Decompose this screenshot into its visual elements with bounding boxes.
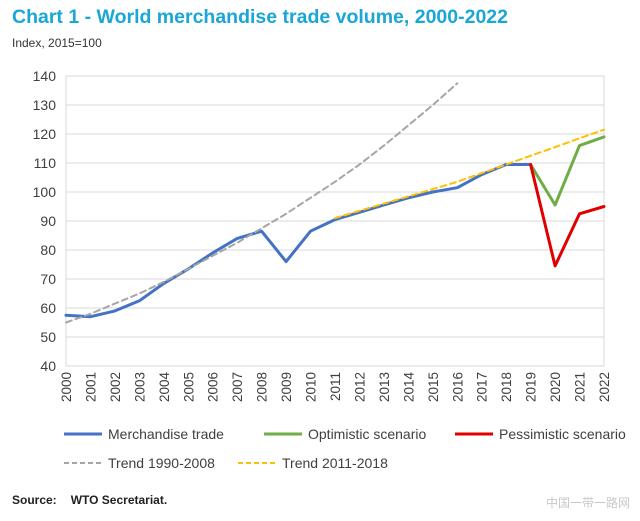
y-tick-label: 80: [40, 242, 56, 258]
legend: Merchandise trade Optimistic scenario Pess…: [64, 426, 626, 471]
y-tick-label: 130: [33, 97, 57, 113]
y-tick-label: 50: [40, 329, 56, 345]
x-axis-ticks: 2000 2001 2002 2003 2004 2005 2006 2007 2008 2009…: [59, 372, 612, 403]
line-chart: 40 50 60 70 80 90 100 110 120 130 140 2000 2001 2002…: [33, 68, 626, 471]
y-tick-label: 120: [33, 126, 57, 142]
x-tick-label: 2017: [475, 372, 490, 402]
series-line: [529, 135, 606, 207]
x-tick-label: 2011: [328, 372, 343, 401]
series-line: [529, 163, 606, 268]
legend-label: Pessimistic scenario: [499, 426, 626, 442]
chart-title: Chart 1 - World merchandise trade volume…: [12, 6, 508, 28]
legend-label: Trend 2011-2018: [282, 455, 388, 471]
watermark: 中国一带一路网: [545, 496, 630, 510]
chart-subtitle: Index, 2015=100: [12, 36, 102, 50]
y-tick-label: 140: [33, 68, 57, 84]
x-tick-label: 2020: [548, 372, 563, 402]
x-tick-label: 2019: [524, 372, 539, 402]
legend-label: Optimistic scenario: [308, 426, 426, 442]
x-tick-label: 2007: [230, 372, 245, 402]
x-tick-label: 2008: [255, 372, 270, 402]
x-tick-label: 2015: [426, 372, 441, 402]
x-tick-label: 2012: [352, 372, 367, 402]
y-tick-label: 60: [40, 300, 56, 316]
x-tick-label: 2022: [597, 372, 612, 402]
source-label: Source:: [12, 493, 57, 507]
x-tick-label: 2004: [157, 372, 172, 403]
legend-label: Trend 1990-2008: [108, 455, 215, 471]
x-tick-label: 2021: [573, 372, 588, 402]
y-tick-label: 100: [33, 184, 57, 200]
y-tick-label: 40: [40, 358, 56, 374]
source-note: Source: WTO Secretariat.: [12, 493, 167, 507]
y-tick-label: 90: [40, 213, 56, 229]
x-tick-label: 2018: [499, 372, 514, 402]
legend-label: Merchandise trade: [108, 426, 224, 442]
x-tick-label: 2002: [108, 372, 123, 402]
series-line: [334, 128, 605, 220]
series-lines: [64, 82, 606, 324]
x-tick-label: 2000: [59, 372, 74, 402]
x-tick-label: 2013: [377, 372, 392, 402]
series-line: [65, 82, 459, 324]
y-axis-ticks: 40 50 60 70 80 90 100 110 120 130 140: [33, 68, 57, 374]
source-text: WTO Secretariat.: [70, 493, 168, 507]
x-tick-label: 2001: [83, 372, 98, 402]
x-tick-label: 2003: [132, 372, 147, 402]
x-tick-label: 2014: [401, 372, 416, 403]
series-line: [64, 163, 533, 319]
y-tick-label: 70: [40, 271, 56, 287]
x-tick-label: 2010: [304, 372, 319, 402]
x-tick-label: 2016: [450, 372, 465, 402]
x-tick-label: 2006: [206, 372, 221, 402]
y-tick-label: 110: [34, 155, 57, 171]
x-tick-label: 2005: [181, 372, 196, 402]
x-tick-label: 2009: [279, 372, 294, 402]
